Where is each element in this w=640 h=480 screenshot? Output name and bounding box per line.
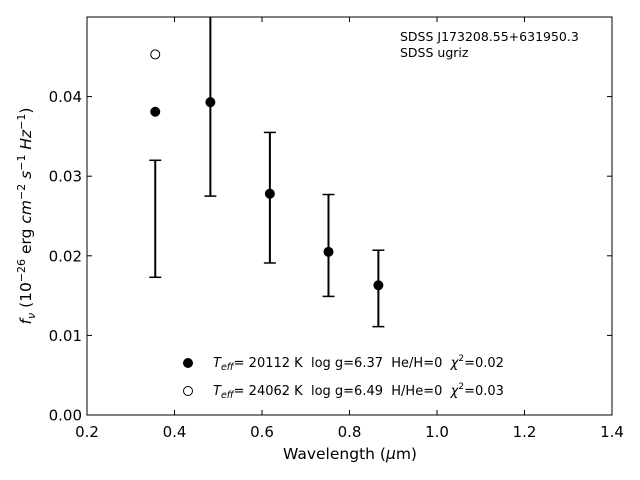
point-filled xyxy=(373,280,384,291)
y-tick-label: 0.04 xyxy=(49,88,82,106)
x-tick-label: 1.0 xyxy=(425,423,449,441)
legend-marker-open xyxy=(183,386,193,396)
x-tick-label: 1.4 xyxy=(600,423,624,441)
plot-frame xyxy=(86,16,613,416)
legend-entry-2: Teff= 24062 K log g=6.49 H/He=0 χ2=0.03 xyxy=(213,382,504,401)
legend: Teff= 20112 K log g=6.37 He/H=0 χ2=0.02 … xyxy=(183,354,504,401)
y-ticks: 0.00 0.01 0.02 0.03 0.04 xyxy=(49,88,612,425)
x-axis-label: Wavelength (μm) xyxy=(283,445,417,463)
x-tick-label: 0.6 xyxy=(250,423,274,441)
x-tick-label: 1.2 xyxy=(513,423,537,441)
annotation-filter-set: SDSS ugriz xyxy=(400,45,469,60)
y-tick-label: 0.00 xyxy=(49,407,82,425)
point-filled xyxy=(205,97,216,108)
x-ticks: 0.2 0.4 0.6 0.8 1.0 1.2 1.4 xyxy=(75,17,624,441)
y-tick-label: 0.01 xyxy=(49,327,82,345)
x-tick-label: 0.8 xyxy=(338,423,362,441)
data-points xyxy=(150,49,384,291)
y-tick-label: 0.03 xyxy=(49,168,82,186)
annotation-object-name: SDSS J173208.55+631950.3 xyxy=(400,29,579,44)
y-tick-label: 0.02 xyxy=(49,247,82,265)
point-filled xyxy=(150,106,161,117)
legend-entry-1: Teff= 20112 K log g=6.37 He/H=0 χ2=0.02 xyxy=(213,354,504,373)
point-filled xyxy=(323,246,334,257)
legend-marker-filled xyxy=(183,358,193,368)
point-open xyxy=(150,49,161,60)
y-axis-label: fν (10−26 erg cm−2 s−1 Hz−1) xyxy=(15,108,38,325)
x-tick-label: 0.4 xyxy=(163,423,187,441)
point-filled xyxy=(264,188,275,199)
x-tick-label: 0.2 xyxy=(75,423,99,441)
